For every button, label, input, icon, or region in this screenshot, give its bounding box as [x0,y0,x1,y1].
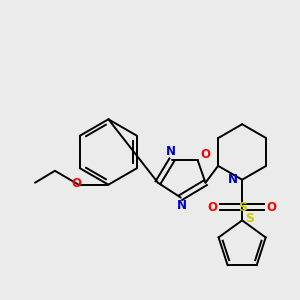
Text: O: O [72,177,82,190]
Text: O: O [267,201,277,214]
Text: S: S [238,201,247,214]
Text: N: N [166,146,176,158]
Text: O: O [207,201,218,214]
Text: S: S [246,212,255,225]
Text: O: O [200,148,211,161]
Text: N: N [228,173,238,186]
Text: N: N [177,199,187,212]
